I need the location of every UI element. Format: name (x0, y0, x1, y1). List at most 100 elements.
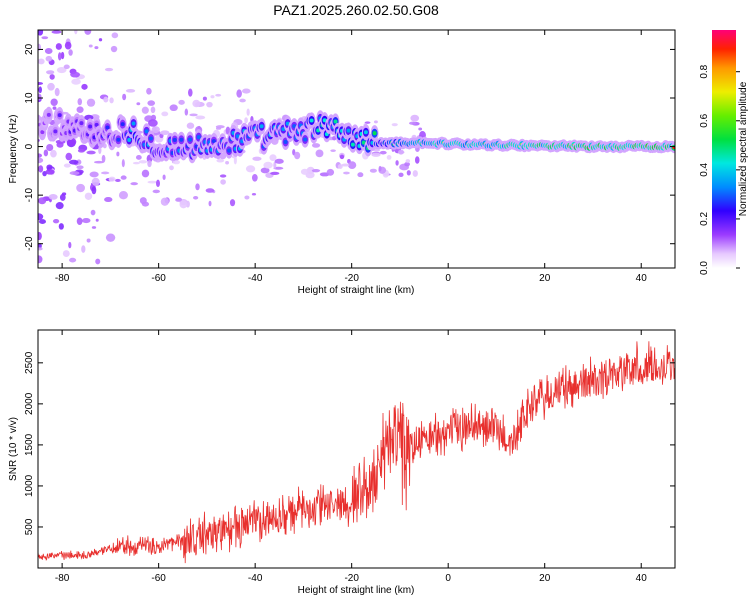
spectrogram-cell (38, 213, 44, 221)
spectrogram-cell (44, 47, 53, 55)
spectrogram-cell (64, 41, 72, 50)
spectrogram-cell (141, 201, 150, 207)
spectrogram-cell (245, 165, 256, 173)
spectrogram-cell (132, 161, 140, 165)
spectrogram-cell (65, 152, 73, 161)
colorbar-ticks: 0.0 0.2 0.4 0.6 0.8 (699, 64, 740, 275)
spectrogram-cell (53, 129, 58, 134)
y-tick-label: 0 (24, 143, 35, 149)
spectrogram-cell (309, 118, 314, 123)
spectrogram-cell (63, 64, 70, 70)
spectrogram-cell (244, 117, 248, 124)
spectrogram-cell (94, 122, 99, 127)
spectrogram-cell (241, 88, 251, 94)
y-tick-label: 1500 (24, 433, 35, 456)
spectrogram-cell (81, 245, 86, 253)
spectrogram-cell (70, 71, 81, 78)
spectrogram-cell (88, 124, 93, 129)
y-tick-label: -20 (24, 236, 35, 251)
spectrogram-cell (409, 121, 417, 125)
spectrogram-cell (38, 165, 44, 173)
spectrogram-cell (371, 152, 381, 157)
spectrogram-cell (364, 121, 371, 124)
spectrogram-cell (40, 130, 45, 135)
spectrogram-cell (76, 183, 85, 193)
spectrogram-cell (233, 156, 237, 165)
spectrogram-cell (48, 193, 58, 200)
spectrogram-cell (156, 179, 160, 188)
spectrogram-cell (118, 191, 128, 200)
snr-x-axis-label: Height of straight line (km) (298, 585, 415, 596)
spectrogram-cell (397, 149, 405, 155)
spectrogram-cell (339, 154, 345, 160)
spectrogram-y-axis-label: Frequency (Hz) (8, 115, 19, 184)
spectrogram-cell (103, 96, 109, 103)
y-tick-label: 2500 (24, 351, 35, 374)
spectrogram-cell (341, 163, 350, 167)
spectrogram-cell (196, 135, 201, 140)
x-tick-label: 40 (636, 273, 648, 284)
spectrogram-cell (125, 88, 136, 93)
x-tick-label: -60 (151, 273, 166, 284)
chart-title: PAZ1.2025.260.02.50.G08 (273, 2, 439, 18)
spectrogram-cell (252, 156, 262, 161)
spectrogram-cell (76, 217, 83, 226)
spectrogram-cell (311, 168, 321, 173)
spectrogram-cell (136, 102, 141, 106)
spectrogram-cell (50, 98, 58, 106)
spectrogram-cell (227, 148, 232, 153)
spectrogram-cell (101, 154, 106, 163)
spectrogram-cell (120, 122, 125, 127)
snr-line-series (38, 341, 675, 564)
spectrogram-cell (373, 120, 378, 124)
spectrogram-cell (162, 174, 166, 180)
spectrogram-cell (88, 44, 93, 48)
spectrogram-cell (412, 170, 418, 177)
spectrogram-cell (38, 30, 44, 36)
spectrogram-cell (95, 258, 101, 265)
spectrogram-cell (195, 115, 206, 120)
spectrogram-cell (122, 93, 127, 101)
spectrogram-cell (179, 199, 188, 209)
spectrogram-cell (172, 137, 177, 142)
colorbar-tick-label: 0.0 (699, 261, 710, 275)
spectrogram-cell (189, 113, 198, 117)
colorbar-gradient (712, 30, 736, 268)
spectrogram-cell (147, 160, 152, 168)
colorbar-tick-label: 0.8 (699, 64, 710, 78)
spectrogram-cell (395, 160, 399, 166)
spectrogram-cell (57, 113, 62, 118)
spectrogram-cell (81, 217, 91, 224)
spectrogram-cell (148, 136, 153, 141)
spectrogram-cell (350, 142, 355, 147)
spectrogram-cell (105, 233, 116, 242)
x-tick-label: 20 (539, 273, 551, 284)
spectrogram-cell (84, 192, 93, 200)
spectrogram-cell (108, 176, 116, 182)
spectrogram-cell (398, 172, 404, 177)
spectrogram-cell (90, 209, 96, 216)
spectrogram-cell (79, 121, 84, 126)
spectrogram-cell (86, 98, 96, 107)
x-tick-label: -80 (55, 573, 70, 584)
snr-x-ticks: -80 -60 -40 -20 0 20 40 (55, 330, 647, 584)
spectrogram-cell (202, 96, 207, 101)
spectrogram-cell (61, 192, 67, 196)
spectrogram-cell (86, 238, 91, 243)
spectrogram-cell (46, 164, 53, 170)
spectrogram-cell (58, 223, 64, 230)
spectrogram-cell (225, 160, 230, 165)
spectrogram-cell (273, 161, 277, 169)
x-tick-label: -20 (344, 273, 359, 284)
spectrogram-cell (77, 98, 83, 106)
spectrogram-cell (46, 143, 54, 152)
spectrogram-cell (98, 146, 102, 154)
spectrogram-cell (169, 165, 174, 171)
spectrogram-cell (346, 128, 351, 133)
spectrogram-cell (141, 106, 149, 114)
spectrogram-cell (115, 178, 121, 183)
spectrogram-frame (37, 29, 676, 269)
spectrogram-cell (357, 172, 364, 178)
spectrogram-cell (68, 241, 72, 249)
snr-y-ticks: 500 1000 1500 2000 2500 (24, 351, 675, 535)
